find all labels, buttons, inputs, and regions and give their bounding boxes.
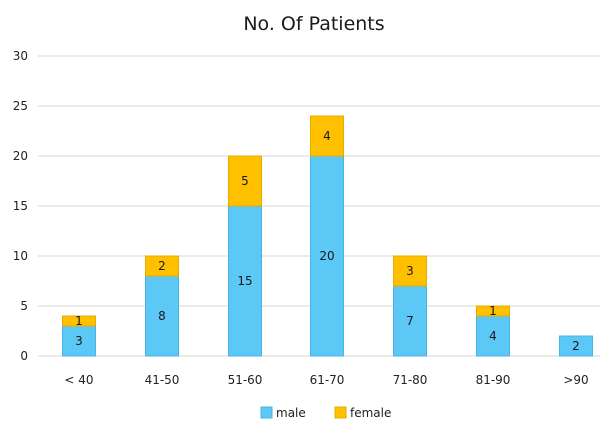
- x-tick-label: 61-70: [310, 373, 345, 387]
- legend-swatch-female: [334, 406, 347, 419]
- bar-male-6: [559, 335, 593, 357]
- y-axis-ticks: 0 5 10 15 20 25 30: [13, 49, 28, 363]
- bar-male-3: [310, 155, 344, 357]
- bar-female-4: [393, 255, 427, 287]
- legend-swatch-male: [260, 406, 273, 419]
- chart-title: No. Of Patients: [243, 13, 384, 35]
- y-tick-label: 5: [20, 299, 28, 313]
- x-tick-label: < 40: [64, 373, 93, 387]
- x-axis-ticks: < 40 41-50 51-60 61-70 71-80 81-90 >90: [64, 373, 588, 387]
- data-label-female-5: 1: [489, 304, 497, 318]
- bar-male-1: [145, 275, 179, 357]
- legend: male female: [260, 406, 391, 420]
- legend-label-male: male: [276, 406, 306, 420]
- x-tick-label: 81-90: [476, 373, 511, 387]
- y-tick-label: 25: [13, 99, 28, 113]
- bar-male-4: [393, 285, 427, 357]
- data-label-male-5: 4: [489, 329, 497, 343]
- data-label-female-2: 5: [241, 174, 249, 188]
- data-label-male-1: 8: [158, 309, 166, 323]
- bars: [62, 115, 593, 357]
- x-tick-label: 71-80: [393, 373, 428, 387]
- data-label-female-1: 2: [158, 259, 166, 273]
- x-tick-label: 51-60: [228, 373, 263, 387]
- y-tick-label: 30: [13, 49, 28, 63]
- data-label-male-2: 15: [237, 274, 252, 288]
- data-label-female-3: 4: [323, 129, 331, 143]
- y-tick-label: 15: [13, 199, 28, 213]
- bar-female-2: [228, 155, 262, 207]
- data-label-male-6: 2: [572, 339, 580, 353]
- data-label-female-0: 1: [75, 314, 83, 328]
- bar-male-2: [228, 205, 262, 357]
- data-label-male-0: 3: [75, 334, 83, 348]
- y-tick-label: 10: [13, 249, 28, 263]
- bar-female-5: [476, 305, 510, 317]
- y-tick-label: 20: [13, 149, 28, 163]
- y-tick-label: 0: [20, 349, 28, 363]
- x-tick-label: 41-50: [145, 373, 180, 387]
- x-tick-label: >90: [563, 373, 588, 387]
- legend-label-female: female: [350, 406, 391, 420]
- bar-female-3: [310, 115, 344, 157]
- data-labels: 3 1 8 2 15 5 20 4 7 3 4 1 2: [75, 129, 580, 353]
- bar-female-0: [62, 315, 96, 327]
- data-label-female-4: 3: [406, 264, 414, 278]
- data-label-male-3: 20: [319, 249, 334, 263]
- data-label-male-4: 7: [406, 314, 414, 328]
- bar-male-5: [476, 315, 510, 357]
- bar-female-1: [145, 255, 179, 277]
- bar-male-0: [62, 325, 96, 357]
